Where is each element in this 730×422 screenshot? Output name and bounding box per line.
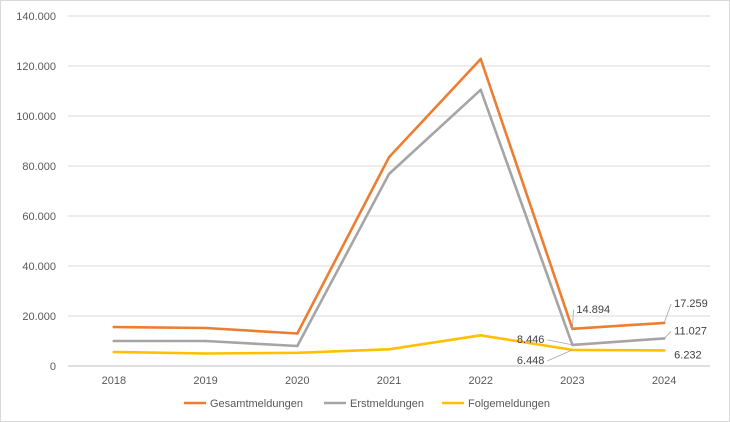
data-label-leader [547, 339, 573, 346]
x-tick-label: 2019 [193, 375, 217, 387]
x-axis-ticks: 2018 2019 2020 2021 2022 2023 2024 [102, 375, 677, 387]
x-tick-label: 2023 [560, 375, 584, 387]
data-point [479, 88, 483, 92]
data-label: 17.259 [674, 298, 708, 310]
y-tick-label: 140.000 [16, 11, 56, 23]
data-point [204, 352, 207, 355]
y-tick-label: 100.000 [16, 111, 56, 123]
data-label: 8.446 [517, 334, 545, 346]
data-label-leader [572, 309, 574, 329]
legend-entry: Gesamtmeldungen [210, 398, 303, 410]
y-tick-label: 0 [50, 361, 56, 373]
x-tick-label: 2024 [652, 375, 676, 387]
data-label-leader [663, 331, 672, 339]
data-labels: 14.894 17.259 8.446 11.027 6.448 6.232 [517, 298, 708, 367]
data-point [387, 347, 391, 351]
data-point [479, 57, 483, 61]
data-point [295, 332, 299, 335]
y-tick-label: 60.000 [22, 211, 56, 223]
x-tick-label: 2022 [468, 375, 492, 387]
gridlines [68, 15, 710, 367]
data-point [295, 351, 299, 355]
y-tick-label: 80.000 [22, 161, 56, 173]
x-tick-label: 2021 [377, 375, 401, 387]
data-point [387, 172, 391, 176]
data-point [112, 339, 116, 343]
data-point [479, 333, 483, 337]
data-point [295, 344, 299, 348]
y-tick-label: 20.000 [22, 311, 56, 323]
x-tick-label: 2018 [102, 375, 126, 387]
data-point [662, 349, 666, 352]
data-label-leader [663, 303, 672, 323]
data-label: 11.027 [674, 325, 707, 337]
data-point [204, 326, 207, 330]
legend: Gesamtmeldungen Erstmeldungen Folgemeldung… [184, 398, 550, 410]
x-tick-label: 2020 [285, 375, 309, 387]
series-line-gesamtmeldungen [112, 57, 666, 335]
data-point [204, 339, 207, 343]
data-point [112, 325, 116, 329]
data-point [387, 155, 391, 159]
y-tick-label: 120.000 [16, 61, 56, 73]
data-label: 6.448 [517, 355, 545, 367]
data-label: 14.894 [576, 304, 610, 316]
data-label: 6.232 [674, 349, 702, 361]
legend-entry: Erstmeldungen [350, 398, 424, 410]
y-axis-ticks: 0 20.000 40.000 60.000 80.000 100.000 120.000 1… [16, 11, 56, 373]
legend-entry: Folgemeldungen [468, 398, 550, 410]
data-label-leader [547, 349, 573, 362]
y-tick-label: 40.000 [22, 261, 56, 273]
data-point [112, 350, 116, 354]
